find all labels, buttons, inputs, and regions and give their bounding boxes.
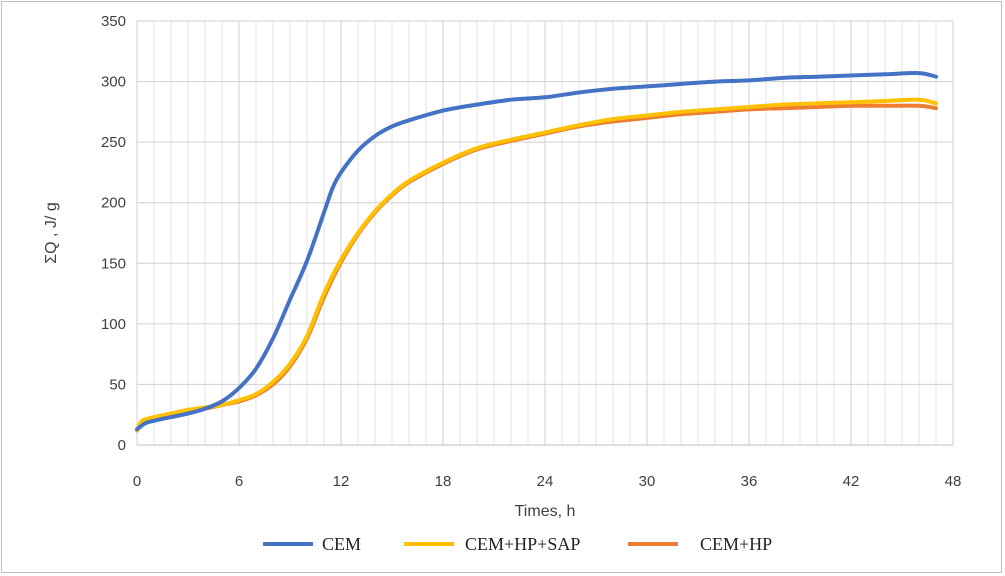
- x-tick-label: 42: [843, 473, 860, 490]
- y-tick-label: 300: [101, 74, 126, 91]
- minor-gridlines: [153, 21, 937, 445]
- x-tick-label: 12: [333, 473, 350, 490]
- series-line-cem-hp: [135, 103, 938, 433]
- legend-label-cem-hp-sap: CEM+HP+SAP: [465, 534, 580, 554]
- series-line-cem: [135, 71, 938, 432]
- x-tick-label: 36: [741, 473, 758, 490]
- y-axis-label: ΣQ , J/ g: [43, 202, 60, 263]
- x-tick-label: 48: [945, 473, 962, 490]
- y-tick-label: 150: [101, 255, 126, 272]
- series-lines: [135, 71, 938, 433]
- x-tick-label: 0: [133, 473, 141, 490]
- y-tick-labels: 0 50 100 150 200 250 300 350: [101, 13, 126, 454]
- series-line-cem-hp-sap: [135, 97, 938, 433]
- x-tick-label: 6: [235, 473, 243, 490]
- major-gridlines: [136, 20, 954, 446]
- x-tick-label: 30: [639, 473, 656, 490]
- y-tick-label: 0: [118, 437, 126, 454]
- x-axis-label: Times, h: [515, 503, 576, 520]
- legend-label-cem-hp: CEM+HP: [700, 534, 772, 554]
- x-tick-labels: 0 6 12 18 24 30 36 42 48: [133, 473, 962, 490]
- legend-label-cem: CEM: [322, 534, 361, 554]
- y-tick-label: 50: [109, 376, 126, 393]
- legend: CEM CEM+HP+SAP CEM+HP: [263, 534, 772, 554]
- y-tick-label: 100: [101, 316, 126, 333]
- x-tick-label: 18: [435, 473, 452, 490]
- y-tick-label: 350: [101, 13, 126, 30]
- x-tick-label: 24: [537, 473, 554, 490]
- y-tick-label: 250: [101, 134, 126, 151]
- y-tick-label: 200: [101, 195, 126, 212]
